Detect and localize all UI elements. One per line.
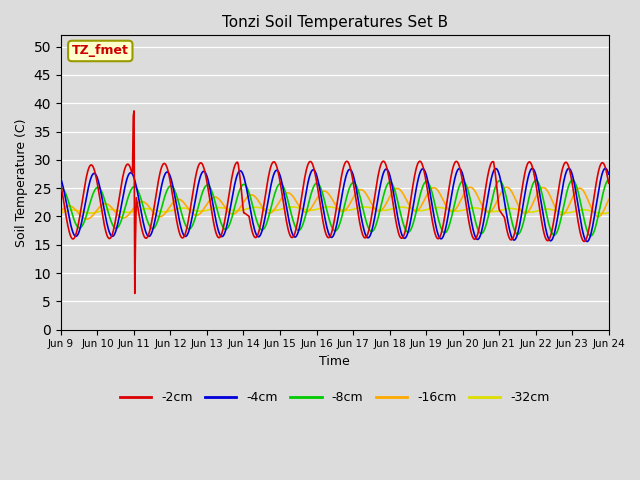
- -32cm: [598, 211, 606, 216]
- -2cm: [209, 218, 217, 224]
- -16cm: [418, 202, 426, 207]
- -8cm: [179, 215, 187, 220]
- -16cm: [402, 196, 410, 202]
- -32cm: [605, 210, 612, 216]
- -2cm: [124, 161, 131, 167]
- Text: TZ_fmet: TZ_fmet: [72, 45, 129, 58]
- Y-axis label: Soil Temperature (C): Soil Temperature (C): [15, 118, 28, 247]
- -8cm: [124, 198, 131, 204]
- Line: -2cm: -2cm: [61, 111, 609, 293]
- -2cm: [180, 233, 188, 239]
- -4cm: [124, 175, 131, 181]
- -2cm: [605, 180, 612, 186]
- -16cm: [605, 197, 612, 203]
- Line: -32cm: -32cm: [61, 207, 609, 214]
- -4cm: [208, 195, 216, 201]
- -2cm: [67, 234, 75, 240]
- X-axis label: Time: Time: [319, 355, 350, 368]
- -8cm: [588, 233, 595, 239]
- Line: -4cm: -4cm: [61, 168, 609, 241]
- -4cm: [417, 167, 425, 173]
- Legend: -2cm, -4cm, -8cm, -16cm, -32cm: -2cm, -4cm, -8cm, -16cm, -32cm: [115, 386, 555, 409]
- -16cm: [180, 200, 188, 205]
- -32cm: [57, 210, 65, 216]
- -4cm: [57, 176, 65, 182]
- -2cm: [131, 290, 139, 296]
- -2cm: [57, 182, 65, 188]
- -32cm: [418, 208, 426, 214]
- -2cm: [130, 108, 138, 114]
- -32cm: [208, 206, 216, 212]
- -8cm: [417, 188, 425, 194]
- -8cm: [57, 185, 65, 191]
- -8cm: [67, 206, 75, 212]
- -2cm: [403, 221, 411, 227]
- -32cm: [67, 207, 75, 213]
- Line: -16cm: -16cm: [61, 187, 609, 219]
- -4cm: [602, 166, 609, 171]
- -4cm: [401, 235, 409, 241]
- -16cm: [124, 213, 132, 218]
- -2cm: [419, 163, 427, 169]
- -16cm: [67, 204, 75, 209]
- -8cm: [401, 226, 409, 232]
- -32cm: [402, 205, 410, 211]
- -32cm: [179, 205, 187, 211]
- Line: -8cm: -8cm: [61, 180, 609, 236]
- -16cm: [209, 195, 216, 201]
- -4cm: [605, 171, 612, 177]
- -16cm: [502, 184, 510, 190]
- -4cm: [584, 239, 591, 244]
- -4cm: [179, 230, 187, 236]
- -8cm: [208, 188, 216, 194]
- -16cm: [57, 208, 65, 214]
- Title: Tonzi Soil Temperatures Set B: Tonzi Soil Temperatures Set B: [221, 15, 448, 30]
- -4cm: [67, 222, 75, 228]
- -32cm: [324, 204, 332, 210]
- -32cm: [124, 209, 131, 215]
- -8cm: [605, 177, 612, 182]
- -16cm: [83, 216, 91, 222]
